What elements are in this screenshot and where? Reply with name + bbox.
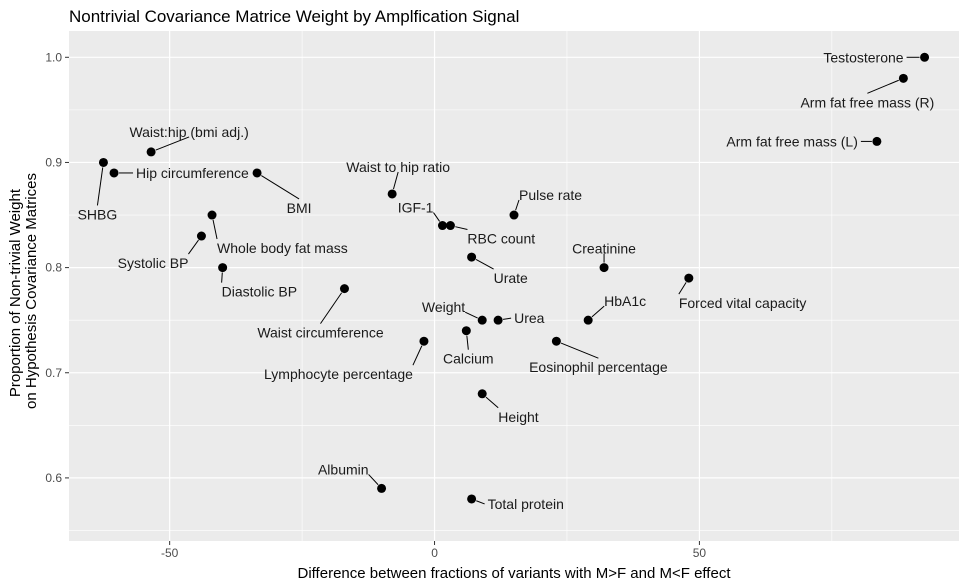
leader-line [515, 199, 520, 211]
data-point [898, 73, 908, 83]
point-label: Lymphocyte percentage [264, 366, 413, 382]
leader-line [261, 175, 300, 200]
point-label: Calcium [443, 351, 494, 367]
point-label: Waist circumference [257, 325, 384, 341]
point-label: Total protein [488, 496, 564, 512]
point-label: RBC count [467, 231, 535, 247]
point-label: Arm fat free mass (R) [800, 94, 934, 110]
y-tick-label: 1.0 [45, 50, 62, 64]
leader-line [368, 474, 379, 486]
data-point [445, 221, 455, 231]
data-point [599, 263, 609, 273]
point-label: HbA1c [604, 293, 646, 309]
leader-line [485, 396, 499, 409]
leader-line [475, 259, 494, 270]
data-point [218, 263, 228, 273]
point-label: Eosinophil percentage [529, 359, 668, 375]
data-point [872, 136, 882, 146]
data-point [583, 315, 593, 325]
y-tick-label: 0.8 [45, 261, 62, 275]
data-point [467, 252, 477, 262]
data-point [493, 315, 503, 325]
leader-line [320, 292, 343, 324]
data-point [920, 52, 930, 62]
point-label: Diastolic BP [222, 284, 297, 300]
x-tick-label: 0 [431, 546, 438, 560]
data-point [419, 336, 429, 346]
point-label: Hip circumference [136, 165, 249, 181]
leader-line [867, 79, 899, 94]
y-tick-label: 0.6 [45, 471, 62, 485]
leader-line [476, 500, 485, 505]
grid-minor [69, 31, 959, 541]
data-point [477, 389, 487, 399]
x-tick-label: 50 [693, 546, 707, 560]
data-point [467, 494, 477, 504]
grid-major [69, 31, 959, 541]
data-point [252, 168, 262, 178]
data-point [109, 168, 119, 178]
point-label: Weight [422, 299, 465, 315]
leader-line [465, 311, 478, 319]
leader-line [466, 335, 469, 350]
y-tick-label: 0.9 [45, 155, 62, 169]
plot-panel [69, 31, 959, 541]
point-label: Arm fat free mass (L) [726, 133, 857, 149]
point-label: Albumin [318, 461, 369, 477]
point-label: SHBG [78, 206, 118, 222]
point-label: Testosterone [823, 49, 903, 65]
point-label: Pulse rate [519, 187, 582, 203]
leader-line [212, 219, 218, 240]
data-points [98, 52, 930, 504]
leader-line [433, 212, 441, 222]
leader-line [412, 345, 423, 366]
data-point [461, 326, 471, 336]
point-label: Whole body fat mass [217, 240, 348, 256]
chart-title: Nontrivial Covariance Matrice Weight by … [69, 7, 519, 26]
leader-line [155, 136, 190, 151]
point-label: Waist to hip ratio [346, 159, 450, 175]
leader-line [678, 282, 687, 295]
point-label: Waist:hip (bmi adj.) [129, 124, 248, 140]
x-tick-label: -50 [161, 546, 179, 560]
point-label: Urea [514, 310, 545, 326]
point-label: Systolic BP [118, 255, 189, 271]
point-labels: Testosterone Arm fat free mass (R) Arm fat… [78, 49, 935, 512]
point-label: Creatinine [572, 241, 636, 257]
leader-line [392, 171, 399, 190]
leader-line [502, 317, 512, 320]
point-label: Height [498, 409, 539, 425]
point-label: Urate [494, 270, 528, 286]
data-point [196, 231, 206, 241]
y-axis-title: Proportion of Non-trivial Weight on Hypo… [7, 173, 40, 409]
data-point [509, 210, 519, 220]
point-label: Forced vital capacity [679, 295, 807, 311]
leader-line [188, 239, 199, 255]
leader-line [221, 272, 223, 283]
y-axis-title-line-2: on Hypothesis Covariance Matrices [23, 173, 40, 409]
leader-line [560, 342, 599, 359]
data-point [684, 273, 694, 283]
leader-line [455, 226, 468, 231]
data-point [146, 147, 156, 157]
data-point [477, 315, 487, 325]
data-point [207, 210, 217, 220]
data-point [387, 189, 397, 199]
y-axis-title-line-1: Proportion of Non-trivial Weight [7, 188, 24, 397]
leader-line [591, 305, 605, 318]
data-point [98, 157, 108, 167]
point-label: BMI [287, 200, 312, 216]
y-tick-label: 0.7 [45, 366, 62, 380]
x-axis-ticks: -50 0 50 [161, 541, 706, 560]
y-axis-ticks: 0.6 0.7 0.8 0.9 1.0 [45, 50, 69, 485]
data-point [377, 483, 387, 493]
point-label: IGF-1 [398, 200, 434, 216]
data-point [551, 336, 561, 346]
leader-line [96, 167, 104, 206]
x-axis-title: Difference between fractions of variants… [298, 565, 732, 582]
label-leader-lines [96, 56, 920, 505]
data-point [339, 284, 349, 294]
data-point [437, 221, 447, 231]
